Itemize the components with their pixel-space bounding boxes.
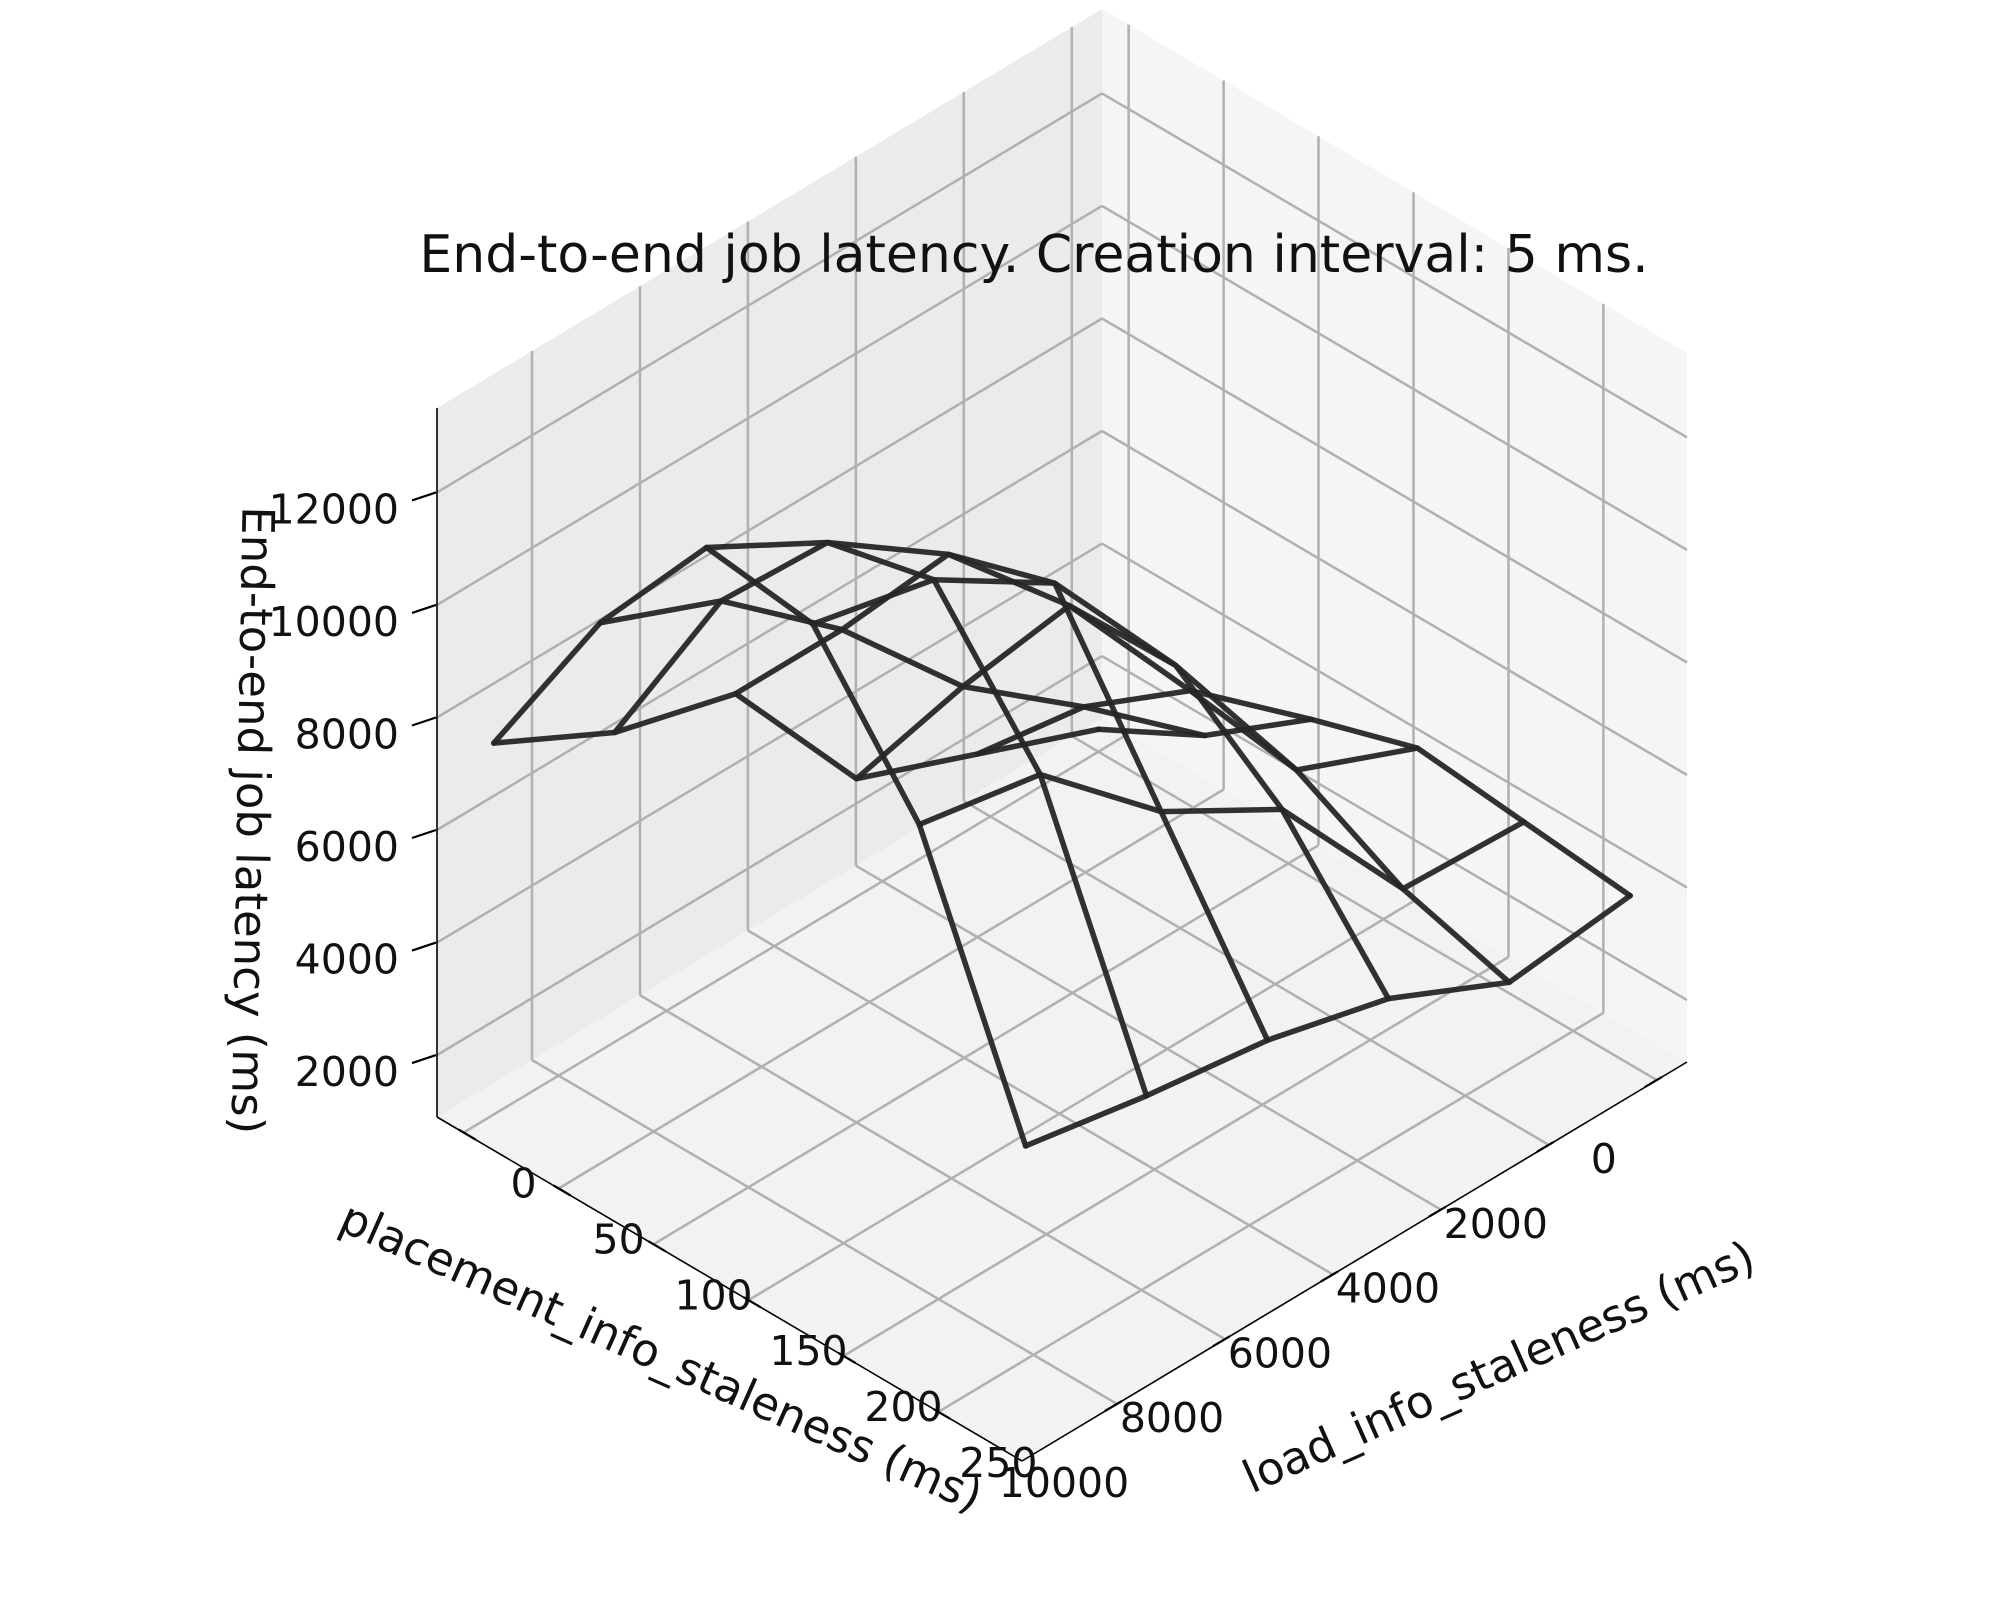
- left-back-pane: [437, 9, 1102, 1117]
- surface-column-line: [491, 690, 1102, 782]
- surface-column-line: [1022, 892, 1633, 1149]
- x-tick-label: 200: [864, 1383, 942, 1431]
- x-tick-label: 250: [959, 1439, 1037, 1487]
- z-tick-mark: [411, 1054, 437, 1065]
- y-tick-mark: [1104, 1400, 1123, 1412]
- y-tick-mark: [1644, 1076, 1663, 1089]
- z-tick-label: 4000: [295, 936, 399, 984]
- x-tick-label: 0: [511, 1160, 537, 1208]
- grid-line-z-left: [436, 204, 1103, 606]
- y-tick-label: 8000: [1120, 1394, 1224, 1442]
- surface-row-line: [974, 687, 1513, 986]
- surface-row-line: [491, 544, 1029, 1149]
- grid-line-z-right: [1101, 542, 1688, 889]
- x-tick-label: 50: [593, 1216, 645, 1264]
- x-tick-mark: [932, 1407, 951, 1420]
- grid-line-y-floor: [1071, 735, 1658, 1082]
- x-tick-mark: [837, 1352, 857, 1364]
- y-tick-label: 4000: [1336, 1265, 1440, 1313]
- grid-line-x-floor: [937, 1011, 1605, 1413]
- z-tick-label: 12000: [269, 485, 399, 533]
- y-tick-label: 0: [1591, 1135, 1617, 1183]
- surface-column-line: [916, 771, 1527, 892]
- grid-line-x-floor: [557, 788, 1225, 1190]
- y-tick-label: 2000: [1444, 1200, 1548, 1248]
- x-tick-label: 100: [674, 1271, 752, 1319]
- y-tick-mark: [1320, 1270, 1339, 1283]
- z-tick-mark: [411, 491, 437, 502]
- x-axis-line: [436, 1116, 1023, 1462]
- grid-line-z-left: [436, 429, 1103, 832]
- grid-line-x-floor: [462, 732, 1130, 1134]
- grid-line-z-left: [436, 317, 1103, 719]
- z-tick-mark: [411, 828, 437, 840]
- y-tick-label: 10000: [999, 1459, 1129, 1507]
- y-axis-line: [1021, 1061, 1688, 1462]
- surface-row-line: [1095, 716, 1633, 899]
- grid-line-y-floor: [531, 1058, 1118, 1406]
- surface-row-line: [853, 602, 1392, 1002]
- right-back-pane: [1102, 9, 1687, 1062]
- z-tick-mark: [411, 941, 437, 952]
- surface-row-line: [611, 539, 1150, 1099]
- x-tick-mark: [742, 1296, 762, 1309]
- x-tick-mark: [458, 1128, 477, 1141]
- x-tick-mark: [647, 1240, 667, 1253]
- chart-title: End-to-end job latency. Creation interva…: [419, 225, 1648, 285]
- grid-line-z-right: [1101, 317, 1688, 664]
- grid-line-y-floor: [963, 799, 1550, 1146]
- surface-column-line: [597, 598, 1208, 739]
- grid-line-z-left: [436, 92, 1103, 494]
- z-tick-mark: [411, 716, 437, 727]
- y-tick-mark: [1428, 1205, 1447, 1218]
- grid-line-x-floor: [842, 955, 1510, 1358]
- grid-line-y-floor: [639, 994, 1226, 1341]
- z-axis-label: End-to-end job latency (ms): [221, 506, 285, 1135]
- grid-line-z-left: [436, 542, 1103, 944]
- z-tick-label: 10000: [269, 598, 399, 646]
- grid-line-z-right: [1101, 92, 1688, 439]
- grid-line-z-right: [1101, 429, 1688, 777]
- y-tick-mark: [1536, 1140, 1555, 1153]
- z-tick-mark: [411, 603, 437, 614]
- y-tick-label: 6000: [1228, 1330, 1332, 1378]
- surface-column-line: [810, 576, 1421, 773]
- z-tick-label: 6000: [295, 823, 399, 871]
- floor-pane: [437, 718, 1687, 1461]
- grid-line-y-floor: [747, 929, 1334, 1276]
- grid-line-z-right: [1101, 204, 1688, 551]
- grid-line-x-floor: [747, 900, 1415, 1302]
- y-tick-mark: [1212, 1335, 1231, 1348]
- z-tick-label: 8000: [295, 711, 399, 759]
- x-tick-mark: [553, 1184, 572, 1197]
- x-tick-label: 150: [769, 1327, 847, 1375]
- z-tick-label: 2000: [295, 1048, 399, 1096]
- grid-line-z-right: [1101, 655, 1688, 1002]
- grid-line-z-left: [436, 655, 1103, 1057]
